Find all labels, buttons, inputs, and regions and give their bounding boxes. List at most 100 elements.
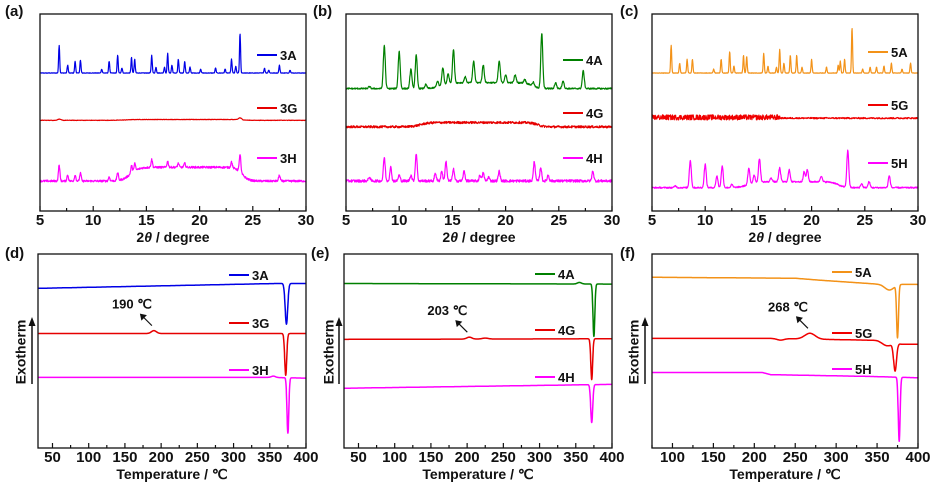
x-tick-label: 20 <box>497 212 514 229</box>
x-axis-title-prefix: 2 <box>442 229 450 245</box>
legend-label-5A: 5A <box>891 45 908 60</box>
series-line-3H <box>39 154 307 183</box>
x-tick-label: 50 <box>350 449 367 466</box>
series-line-3G <box>39 117 307 122</box>
x-tick-label: 10 <box>85 212 102 229</box>
panel-a: 3A 3G 3H 5 10 15 20 25 30 2θ / degree (a) <box>5 3 314 245</box>
panel-c: 5A 5G 5H 5 10 15 20 25 30 2θ / degree (c) <box>620 3 926 245</box>
panel-label: (d) <box>5 245 24 262</box>
legend-label-4A: 4A <box>586 53 603 68</box>
legend-label-4G: 4G <box>586 106 603 121</box>
x-tick-label: 50 <box>44 449 61 466</box>
x-tick-label: 350 <box>865 449 890 466</box>
x-tick-label: 150 <box>112 449 137 466</box>
plot-frame <box>37 253 307 449</box>
x-axis-title: 2θ / degree <box>442 229 515 245</box>
series-line-5G <box>651 114 919 121</box>
legend-label-5H: 5H <box>855 362 872 377</box>
series-line-5G <box>651 332 919 372</box>
plot-frame <box>343 253 613 449</box>
x-tick-label: 5 <box>648 212 656 229</box>
x-tick-label: 10 <box>697 212 714 229</box>
x-tick-label: 200 <box>149 449 174 466</box>
legend-label-4H: 4H <box>586 151 603 166</box>
legend-label-3H: 3H <box>280 151 297 166</box>
x-tick-label: 15 <box>138 212 155 229</box>
series-line-4A <box>343 281 613 338</box>
x-axis-title: 2θ / degree <box>136 229 209 245</box>
series-line-4G <box>345 120 613 129</box>
x-tick-label: 100 <box>76 449 101 466</box>
x-tick-label: 250 <box>185 449 210 466</box>
x-tick-label: 25 <box>244 212 261 229</box>
x-axis-title-suffix: / degree <box>152 229 210 245</box>
x-tick-label: 350 <box>563 449 588 466</box>
panel-label: (a) <box>5 3 23 20</box>
x-axis-title-suffix: / degree <box>458 229 516 245</box>
x-tick-label: 300 <box>824 449 849 466</box>
x-tick-label: 300 <box>221 449 246 466</box>
series-line-5A <box>651 28 919 74</box>
x-tick-label: 250 <box>491 449 516 466</box>
series-line-4H <box>345 153 613 183</box>
legend-label-3A: 3A <box>252 268 269 283</box>
x-tick-label: 10 <box>391 212 408 229</box>
legend-label-4H: 4H <box>558 370 575 385</box>
x-tick-label: 20 <box>191 212 208 229</box>
x-axis-title: 2θ / degree <box>748 229 821 245</box>
legend-label-4G: 4G <box>558 323 575 338</box>
panel-b: 4A 4G 4H 5 10 15 20 25 30 2θ / degree (b) <box>313 3 620 245</box>
x-axis-title: Temperature / ℃ <box>422 466 533 482</box>
series-line-3H <box>37 375 307 434</box>
x-tick-label: 200 <box>455 449 480 466</box>
x-axis-title-theta: θ <box>144 229 152 245</box>
series-line-4A <box>345 33 613 90</box>
x-tick-label: 30 <box>604 212 621 229</box>
series-line-4G <box>343 336 613 381</box>
x-tick-label: 350 <box>257 449 282 466</box>
series-line-5H <box>651 149 919 189</box>
y-axis-title: Exotherm <box>321 320 337 385</box>
series-line-5A <box>651 276 919 339</box>
legend-label-4A: 4A <box>558 267 575 282</box>
x-tick-label: 5 <box>342 212 350 229</box>
panel-e: 4A 4G 4H 50 100 150 200 250 300 350 400 Temperature… <box>311 245 625 482</box>
x-tick-label: 400 <box>599 449 624 466</box>
annotation-label: 190 ℃ <box>112 297 152 312</box>
series-line-3A <box>39 33 307 74</box>
x-axis-title: Temperature / ℃ <box>729 466 840 482</box>
x-tick-label: 30 <box>298 212 315 229</box>
x-tick-label: 250 <box>783 449 808 466</box>
legend-label-3A: 3A <box>280 48 297 63</box>
x-tick-label: 100 <box>660 449 685 466</box>
x-tick-label: 25 <box>550 212 567 229</box>
y-axis-title: Exotherm <box>13 320 29 385</box>
y-axis-title: Exotherm <box>626 320 642 385</box>
series-line-3G <box>37 329 307 377</box>
x-tick-label: 15 <box>750 212 767 229</box>
panel-label: (f) <box>620 245 635 262</box>
exotherm-arrow-up-icon <box>641 317 649 326</box>
exotherm-arrow-up-icon <box>335 317 343 326</box>
exotherm-arrow-up-icon <box>28 317 36 326</box>
x-tick-label: 100 <box>382 449 407 466</box>
x-tick-label: 20 <box>803 212 820 229</box>
annotation-arrowhead-icon <box>455 320 463 328</box>
x-axis-title-prefix: 2 <box>748 229 756 245</box>
x-axis-title-suffix: / degree <box>764 229 822 245</box>
panel-label: (e) <box>311 245 329 262</box>
x-axis-title-prefix: 2 <box>136 229 144 245</box>
legend-label-5G: 5G <box>855 326 872 341</box>
legend-label-3G: 3G <box>280 101 297 116</box>
x-tick-label: 5 <box>36 212 44 229</box>
legend-label-5A: 5A <box>855 265 872 280</box>
panel-label: (b) <box>313 3 332 20</box>
annotation-label: 203 ℃ <box>427 303 467 318</box>
annotation-arrowhead-icon <box>139 313 147 321</box>
panel-label: (c) <box>620 3 638 20</box>
x-tick-label: 150 <box>701 449 726 466</box>
panel-f: 5A 5G 5H 100 150 200 250 300 350 400 Temperature /… <box>620 245 931 482</box>
x-tick-label: 400 <box>293 449 318 466</box>
